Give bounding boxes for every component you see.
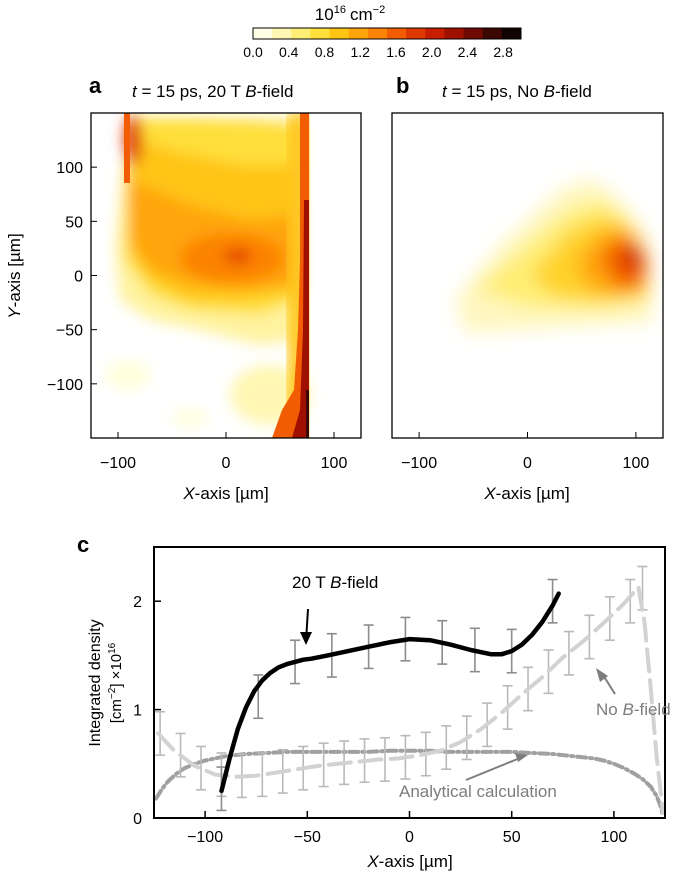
x-tick-label: 0 [523,455,532,472]
panel-c-frame [153,546,666,819]
colorbar-ticks: 0.0 0.4 0.8 1.2 1.6 2.0 2.4 2.8 [243,44,513,60]
series-1 [155,565,665,815]
colorbar: 1016 cm−2 0.0 0.4 0.8 1.2 1.6 2.0 2.4 2.8 [243,4,522,60]
panel-a-xlabel: X-axis [µm] [182,484,268,503]
colorbar-tick-label: 1.2 [350,44,370,60]
y-tick-label: −100 [47,377,83,394]
panel-b-density-map [455,178,652,333]
colorbar-tick-label: 0.4 [279,44,299,60]
y-tick-label: 50 [65,214,83,231]
panel-c: c −100 −50 0 50 100 0 1 2 20 T B-field No B-fie… [77,532,671,871]
colorbar-swatch [501,28,522,39]
panel-c-axes: −100 −50 0 50 100 0 1 2 [133,594,627,846]
panel-c-label: c [77,532,89,557]
panel-a-density-map [106,113,310,438]
x-tick-label: −50 [294,829,321,846]
x-tick-label: 100 [601,829,628,846]
colorbar-swatches [253,28,522,39]
colorbar-swatch [463,28,484,39]
x-tick-label: 100 [623,455,650,472]
colorbar-tick-label: 2.0 [422,44,442,60]
panel-a-label: a [89,73,102,98]
panel-b-label: b [396,73,409,98]
panel-c-ylabel-line1: Integrated density [87,619,104,746]
y-tick-label: 0 [74,269,83,286]
panel-c-xlabel: X-axis [µm] [366,852,452,871]
y-tick-label: 0 [133,811,142,828]
colorbar-swatch [406,28,426,39]
panel-a-axes: −100 0 100 100 50 0 −50 −100 [47,160,347,472]
x-tick-label: −100 [401,455,437,472]
y-tick-label: −50 [56,323,83,340]
colorbar-swatch [329,28,350,39]
density-wall-right-max [306,390,309,438]
panel-c-plot [154,565,665,818]
colorbar-title: 1016 cm−2 [315,4,385,24]
colorbar-tick-label: 0.8 [315,44,335,60]
colorbar-tick-label: 0.0 [243,44,263,60]
density-wall-left [124,113,130,183]
colorbar-swatch [367,28,388,39]
x-tick-label: 100 [321,455,348,472]
colorbar-swatch [291,28,311,39]
colorbar-swatch [387,28,407,39]
panel-a-title: t = 15 ps, 20 T B-field [132,82,293,101]
panel-b-xlabel: X-axis [µm] [483,484,569,503]
panel-c-ylabel-line2: [cm−2] ×1016 [107,642,125,723]
density-peak [624,246,642,270]
colorbar-swatch [482,28,503,39]
colorbar-swatch [253,28,273,39]
colorbar-swatch [425,28,445,39]
series-line [219,591,561,794]
colorbar-swatch [348,28,369,39]
annotation-no-b: No B-field [596,700,671,719]
density-wall-right [272,113,309,438]
annotation-no-b-arrowhead [596,668,608,682]
colorbar-swatch [272,28,292,39]
annotation-analytical-arrowhead [515,753,528,762]
x-tick-label: 50 [503,829,521,846]
x-tick-label: −100 [100,455,136,472]
annotation-analytical: Analytical calculation [399,782,557,801]
y-tick-label: 1 [133,703,142,720]
colorbar-swatch [444,28,465,39]
series-line [156,585,665,815]
density-wall-right-core [292,200,309,438]
density-blob [106,361,150,389]
panel-a: a t = 15 ps, 20 T B-field [5,73,362,503]
colorbar-tick-label: 2.8 [493,44,513,60]
y-tick-label: 2 [133,594,142,611]
annotation-20t: 20 T B-field [292,573,378,592]
y-tick-label: 100 [56,160,83,177]
panel-b-axes: −100 0 100 [401,432,649,472]
panel-a-ylabel: Y-axis [µm] [5,233,24,318]
series-2 [154,748,665,818]
x-tick-label: −100 [187,829,223,846]
density-blob [172,410,208,426]
annotation-analytical-arrow-shaft [465,757,521,781]
colorbar-swatch [310,28,331,39]
x-tick-label: 0 [222,455,231,472]
density-peak [224,249,252,263]
colorbar-tick-label: 2.4 [458,44,478,60]
panel-b-title: t = 15 ps, No B-field [442,82,592,101]
series-line [154,748,665,818]
colorbar-tick-label: 1.6 [386,44,406,60]
panel-b: b t = 15 ps, No B-field −100 0 100 X-axis … [391,73,664,503]
annotation-20t-arrowhead [300,632,312,645]
colorbar-frame [252,27,522,40]
series-0 [216,578,561,812]
x-tick-label: 0 [405,829,414,846]
